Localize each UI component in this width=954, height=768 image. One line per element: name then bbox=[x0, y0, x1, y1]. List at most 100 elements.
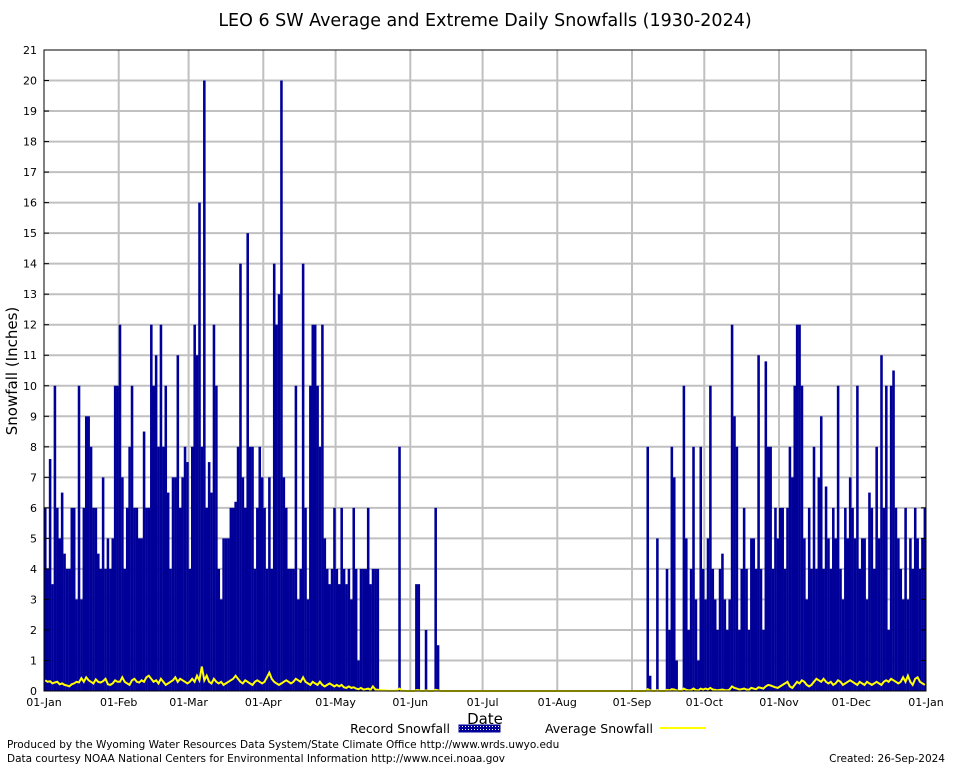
record-bar bbox=[699, 446, 703, 691]
record-bar bbox=[398, 446, 401, 691]
record-bar bbox=[764, 361, 768, 691]
record-bar bbox=[123, 568, 127, 691]
record-bar bbox=[858, 568, 862, 691]
y-tick-label: 6 bbox=[30, 502, 37, 515]
record-bar bbox=[364, 568, 368, 691]
y-tick-label: 4 bbox=[30, 563, 37, 576]
record-bar bbox=[725, 629, 729, 691]
record-bar bbox=[166, 492, 170, 691]
record-bar bbox=[301, 263, 305, 691]
record-bar bbox=[176, 355, 180, 691]
legend-average-label: Average Snowfall bbox=[545, 721, 653, 736]
record-bar bbox=[342, 568, 346, 691]
record-bar bbox=[815, 568, 818, 691]
record-bar bbox=[766, 446, 770, 691]
record-bar bbox=[147, 507, 151, 691]
record-bar bbox=[97, 553, 100, 691]
record-bar bbox=[229, 507, 233, 691]
record-bar bbox=[759, 568, 763, 691]
x-tick-label: 01-Dec bbox=[832, 696, 871, 709]
record-bar bbox=[860, 538, 864, 691]
y-tick-label: 9 bbox=[30, 410, 37, 423]
record-bar bbox=[318, 446, 322, 691]
record-bar bbox=[798, 324, 801, 691]
record-bar bbox=[191, 446, 194, 691]
record-bar bbox=[77, 385, 81, 691]
record-bar bbox=[217, 568, 221, 691]
y-tick-label: 5 bbox=[30, 532, 37, 545]
record-bar bbox=[870, 507, 874, 691]
record-bar bbox=[675, 660, 678, 691]
record-bar bbox=[824, 486, 828, 691]
record-bar bbox=[848, 477, 852, 691]
y-tick-label: 2 bbox=[30, 624, 37, 637]
record-bar bbox=[689, 568, 693, 691]
record-bar bbox=[253, 568, 257, 691]
x-tick-label: 01-Oct bbox=[686, 696, 724, 709]
record-bar bbox=[827, 538, 830, 691]
y-tick-label: 11 bbox=[23, 349, 37, 362]
record-bar bbox=[56, 507, 59, 691]
record-bar bbox=[682, 385, 686, 691]
record-bar bbox=[289, 568, 293, 691]
record-bar bbox=[889, 385, 893, 691]
record-bar bbox=[270, 568, 274, 691]
record-bar bbox=[697, 660, 700, 691]
record-bar bbox=[880, 355, 883, 691]
record-bar bbox=[687, 629, 690, 691]
record-bar bbox=[280, 80, 283, 692]
y-axis-label: Snowfall (Inches) bbox=[3, 307, 21, 435]
record-bar bbox=[665, 568, 669, 691]
record-bar bbox=[260, 477, 264, 691]
record-bar bbox=[844, 507, 847, 691]
record-bar bbox=[434, 507, 437, 691]
record-bar bbox=[215, 385, 218, 691]
record-bar bbox=[169, 568, 172, 691]
record-bar bbox=[376, 568, 380, 691]
legend-record-label: Record Snowfall bbox=[350, 721, 450, 736]
record-bar bbox=[309, 385, 312, 691]
record-bar bbox=[340, 507, 343, 691]
x-tick-label: 01-Jul bbox=[467, 696, 499, 709]
record-bars bbox=[44, 80, 927, 692]
record-bar bbox=[754, 568, 758, 691]
record-bar bbox=[68, 568, 71, 691]
record-bar bbox=[685, 538, 688, 691]
record-bar bbox=[656, 538, 659, 691]
record-bar bbox=[282, 477, 286, 691]
record-bar bbox=[345, 584, 348, 691]
y-tick-label: 12 bbox=[23, 319, 37, 332]
record-bar bbox=[704, 599, 707, 691]
record-bar bbox=[236, 446, 240, 691]
record-bar bbox=[181, 477, 184, 691]
record-bar bbox=[109, 568, 112, 691]
record-bar bbox=[207, 462, 211, 691]
record-bar bbox=[791, 477, 794, 691]
record-bar bbox=[819, 416, 823, 691]
record-bar bbox=[672, 477, 676, 691]
y-tick-label: 21 bbox=[23, 44, 37, 57]
record-bar bbox=[51, 584, 54, 691]
record-bar bbox=[171, 477, 175, 691]
record-bar bbox=[104, 568, 107, 691]
record-bar bbox=[807, 507, 811, 691]
record-bar bbox=[222, 538, 225, 691]
record-bar bbox=[200, 446, 204, 691]
record-bar bbox=[694, 599, 698, 691]
record-bar bbox=[195, 355, 199, 691]
record-bar bbox=[822, 568, 825, 691]
footer-data-courtesy: Data courtesy NOAA National Centers for … bbox=[7, 753, 506, 765]
record-bar bbox=[901, 599, 905, 691]
record-bar bbox=[89, 446, 93, 691]
record-bar bbox=[716, 629, 719, 691]
x-tick-label: 01-Feb bbox=[100, 696, 137, 709]
record-bar bbox=[762, 629, 765, 691]
record-bar bbox=[646, 446, 650, 691]
record-bar bbox=[275, 324, 278, 691]
x-axis-ticks: 01-Jan 01-Feb 01-Mar 01-Apr 01-May 01-Jun 01-J… bbox=[26, 696, 944, 709]
record-bar bbox=[887, 629, 891, 691]
record-bar bbox=[730, 324, 734, 691]
record-bar bbox=[897, 538, 900, 691]
record-bar bbox=[258, 446, 262, 691]
